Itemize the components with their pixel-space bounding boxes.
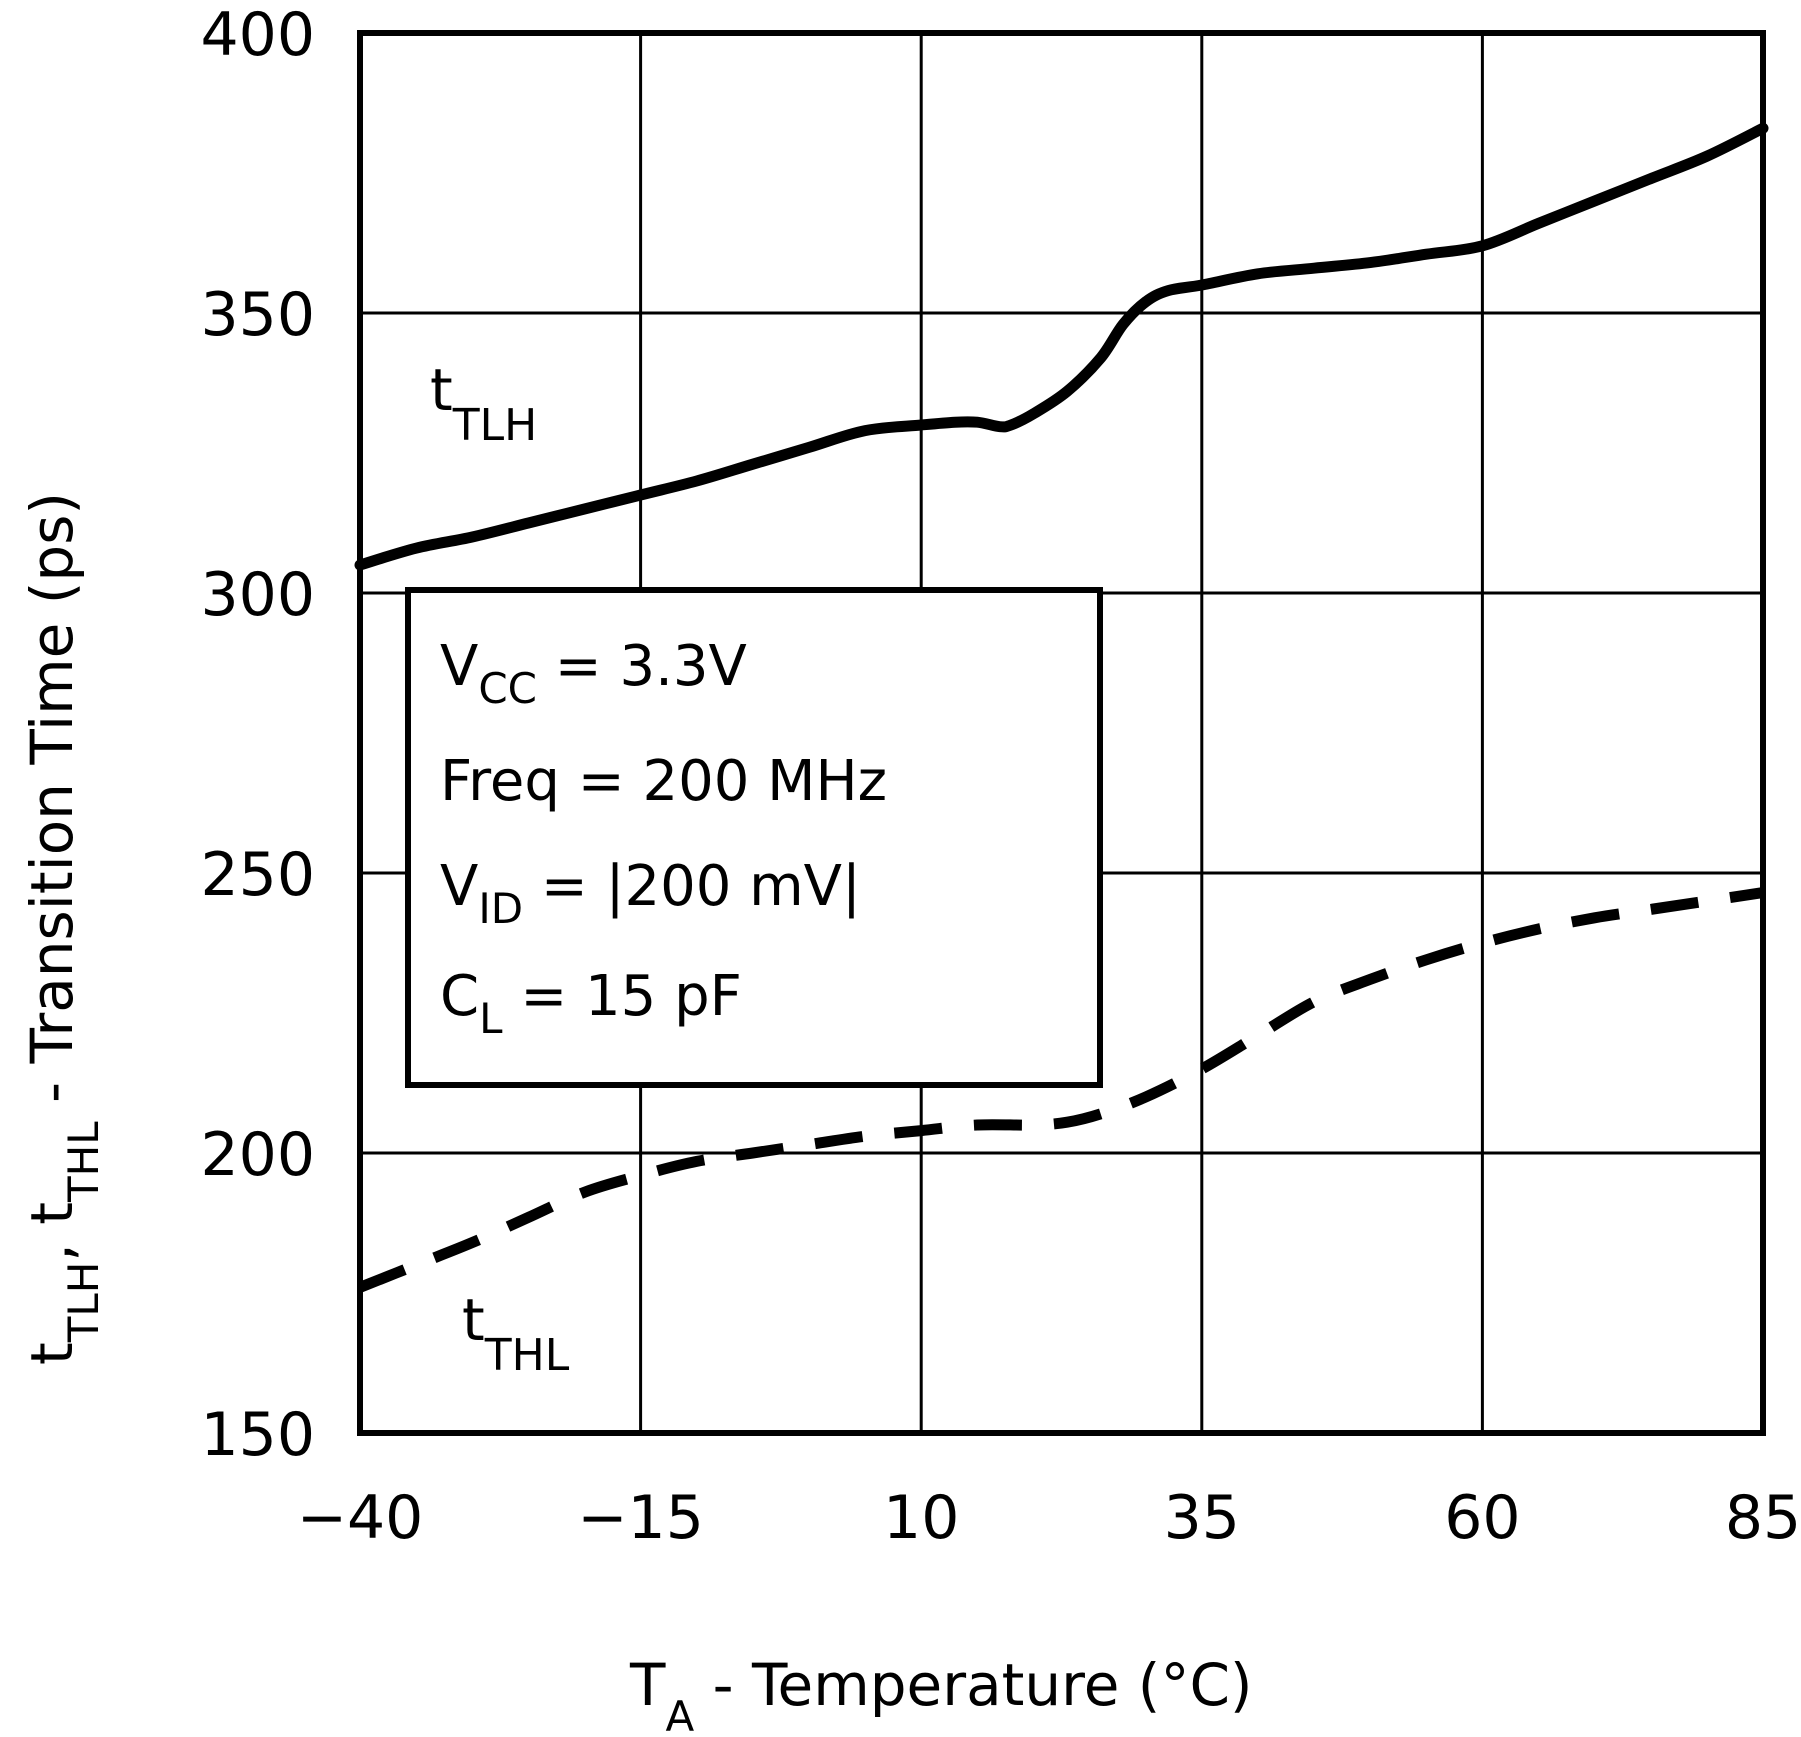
- y-tick-label: 150: [200, 1400, 315, 1470]
- series-label-ttlh: tTLH: [430, 356, 537, 451]
- plot-frame: [357, 30, 1766, 1436]
- y-tick-label: 200: [200, 1120, 315, 1190]
- series-label-tthl: tTHL: [462, 1286, 570, 1381]
- tick-labels: −40 −15 10 35 60 85 150 200 250 300 350 400: [200, 0, 1801, 1553]
- x-tick-label: −40: [297, 1483, 424, 1553]
- y-tick-label: 300: [200, 560, 315, 630]
- x-tick-label: −15: [577, 1483, 704, 1553]
- series-line-tthl: [357, 887, 1764, 1293]
- y-axis-title: tTLH, tTHL - Transition Time (ps): [18, 492, 108, 1365]
- conditions-line-cl: CL = 15 pF: [440, 964, 742, 1043]
- x-tick-label: 85: [1725, 1483, 1801, 1553]
- series-group: [354, 122, 1769, 1293]
- y-tick-label: 350: [200, 280, 315, 350]
- x-tick-label: 35: [1164, 1483, 1240, 1553]
- conditions-line-vid: VID = |200 mV|: [440, 854, 861, 933]
- y-tick-label: 250: [200, 840, 315, 910]
- x-tick-label: 10: [883, 1483, 959, 1553]
- conditions-box-frame: [405, 587, 1103, 1088]
- y-tick-label: 400: [200, 0, 315, 70]
- x-axis-title: TA - Temperature (°C): [629, 1651, 1253, 1737]
- conditions-line-freq: Freq = 200 MHz: [440, 749, 887, 814]
- conditions-line-vcc: VCC = 3.3V: [440, 634, 747, 713]
- series-line-ttlh: [354, 122, 1769, 571]
- conditions-box: VCC = 3.3V Freq = 200 MHz VID = |200 mV|…: [405, 587, 1103, 1088]
- x-tick-label: 60: [1444, 1483, 1520, 1553]
